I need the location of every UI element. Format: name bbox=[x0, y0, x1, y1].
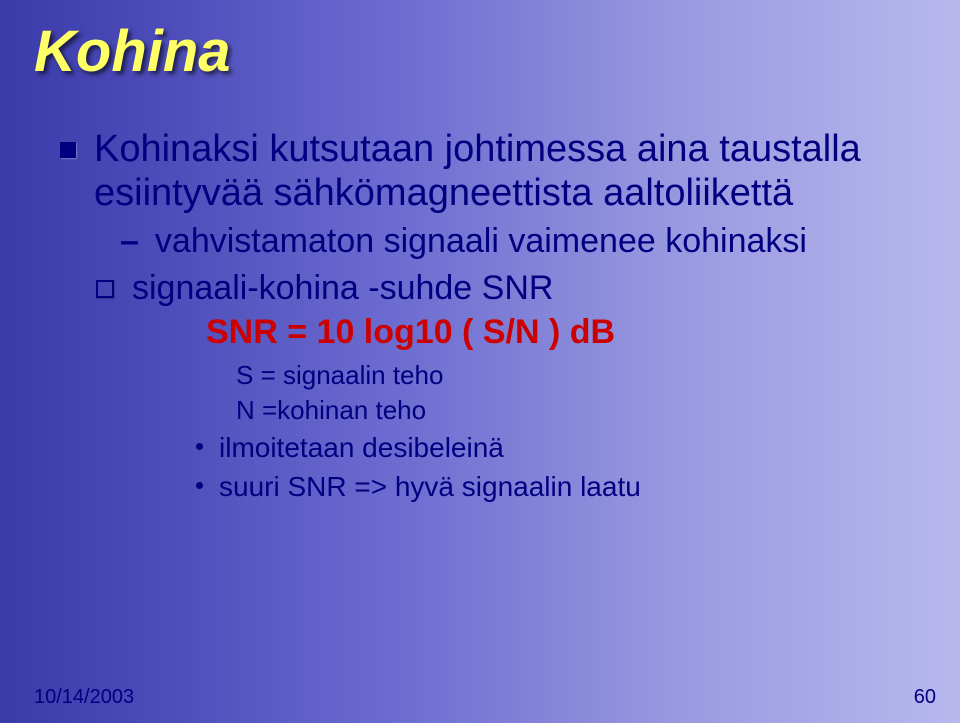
n-definition: N =kohinan teho bbox=[236, 393, 920, 428]
s-definition: S = signaalin teho bbox=[236, 358, 920, 393]
slide: Kohina Kohinaksi kutsutaan johtimessa ai… bbox=[0, 0, 960, 723]
sub-dash-text: vahvistamaton signaali vaimenee kohinaks… bbox=[155, 221, 807, 262]
bullet-level1-open: signaali-kohina -suhde SNR bbox=[96, 268, 920, 309]
slide-title: Kohina bbox=[34, 18, 231, 85]
snr-line-text: signaali-kohina -suhde SNR bbox=[132, 268, 553, 309]
footer-page-number: 60 bbox=[914, 686, 936, 709]
dash-bullet-icon: – bbox=[120, 221, 139, 262]
bullet-level2-dash: – vahvistamaton signaali vaimenee kohina… bbox=[120, 221, 920, 262]
bullet-level1: Kohinaksi kutsutaan johtimessa aina taus… bbox=[60, 128, 920, 215]
dot-bullet-icon bbox=[196, 482, 203, 489]
formula-text: SNR = 10 log10 ( S/N ) dB bbox=[206, 313, 920, 352]
bullet-dot-2: suuri SNR => hyvä signaalin laatu bbox=[196, 467, 920, 506]
bullet-dot-1: ilmoitetaan desibeleinä bbox=[196, 428, 920, 467]
slide-content: Kohinaksi kutsutaan johtimessa aina taus… bbox=[60, 128, 920, 507]
dot-bullet-icon bbox=[196, 443, 203, 450]
square-bullet-icon bbox=[60, 142, 76, 158]
main-bullet-text: Kohinaksi kutsutaan johtimessa aina taus… bbox=[94, 128, 920, 215]
dot1-text: ilmoitetaan desibeleinä bbox=[219, 428, 504, 467]
dot2-text: suuri SNR => hyvä signaalin laatu bbox=[219, 467, 641, 506]
footer-date: 10/14/2003 bbox=[34, 686, 134, 709]
open-square-bullet-icon bbox=[96, 280, 114, 298]
